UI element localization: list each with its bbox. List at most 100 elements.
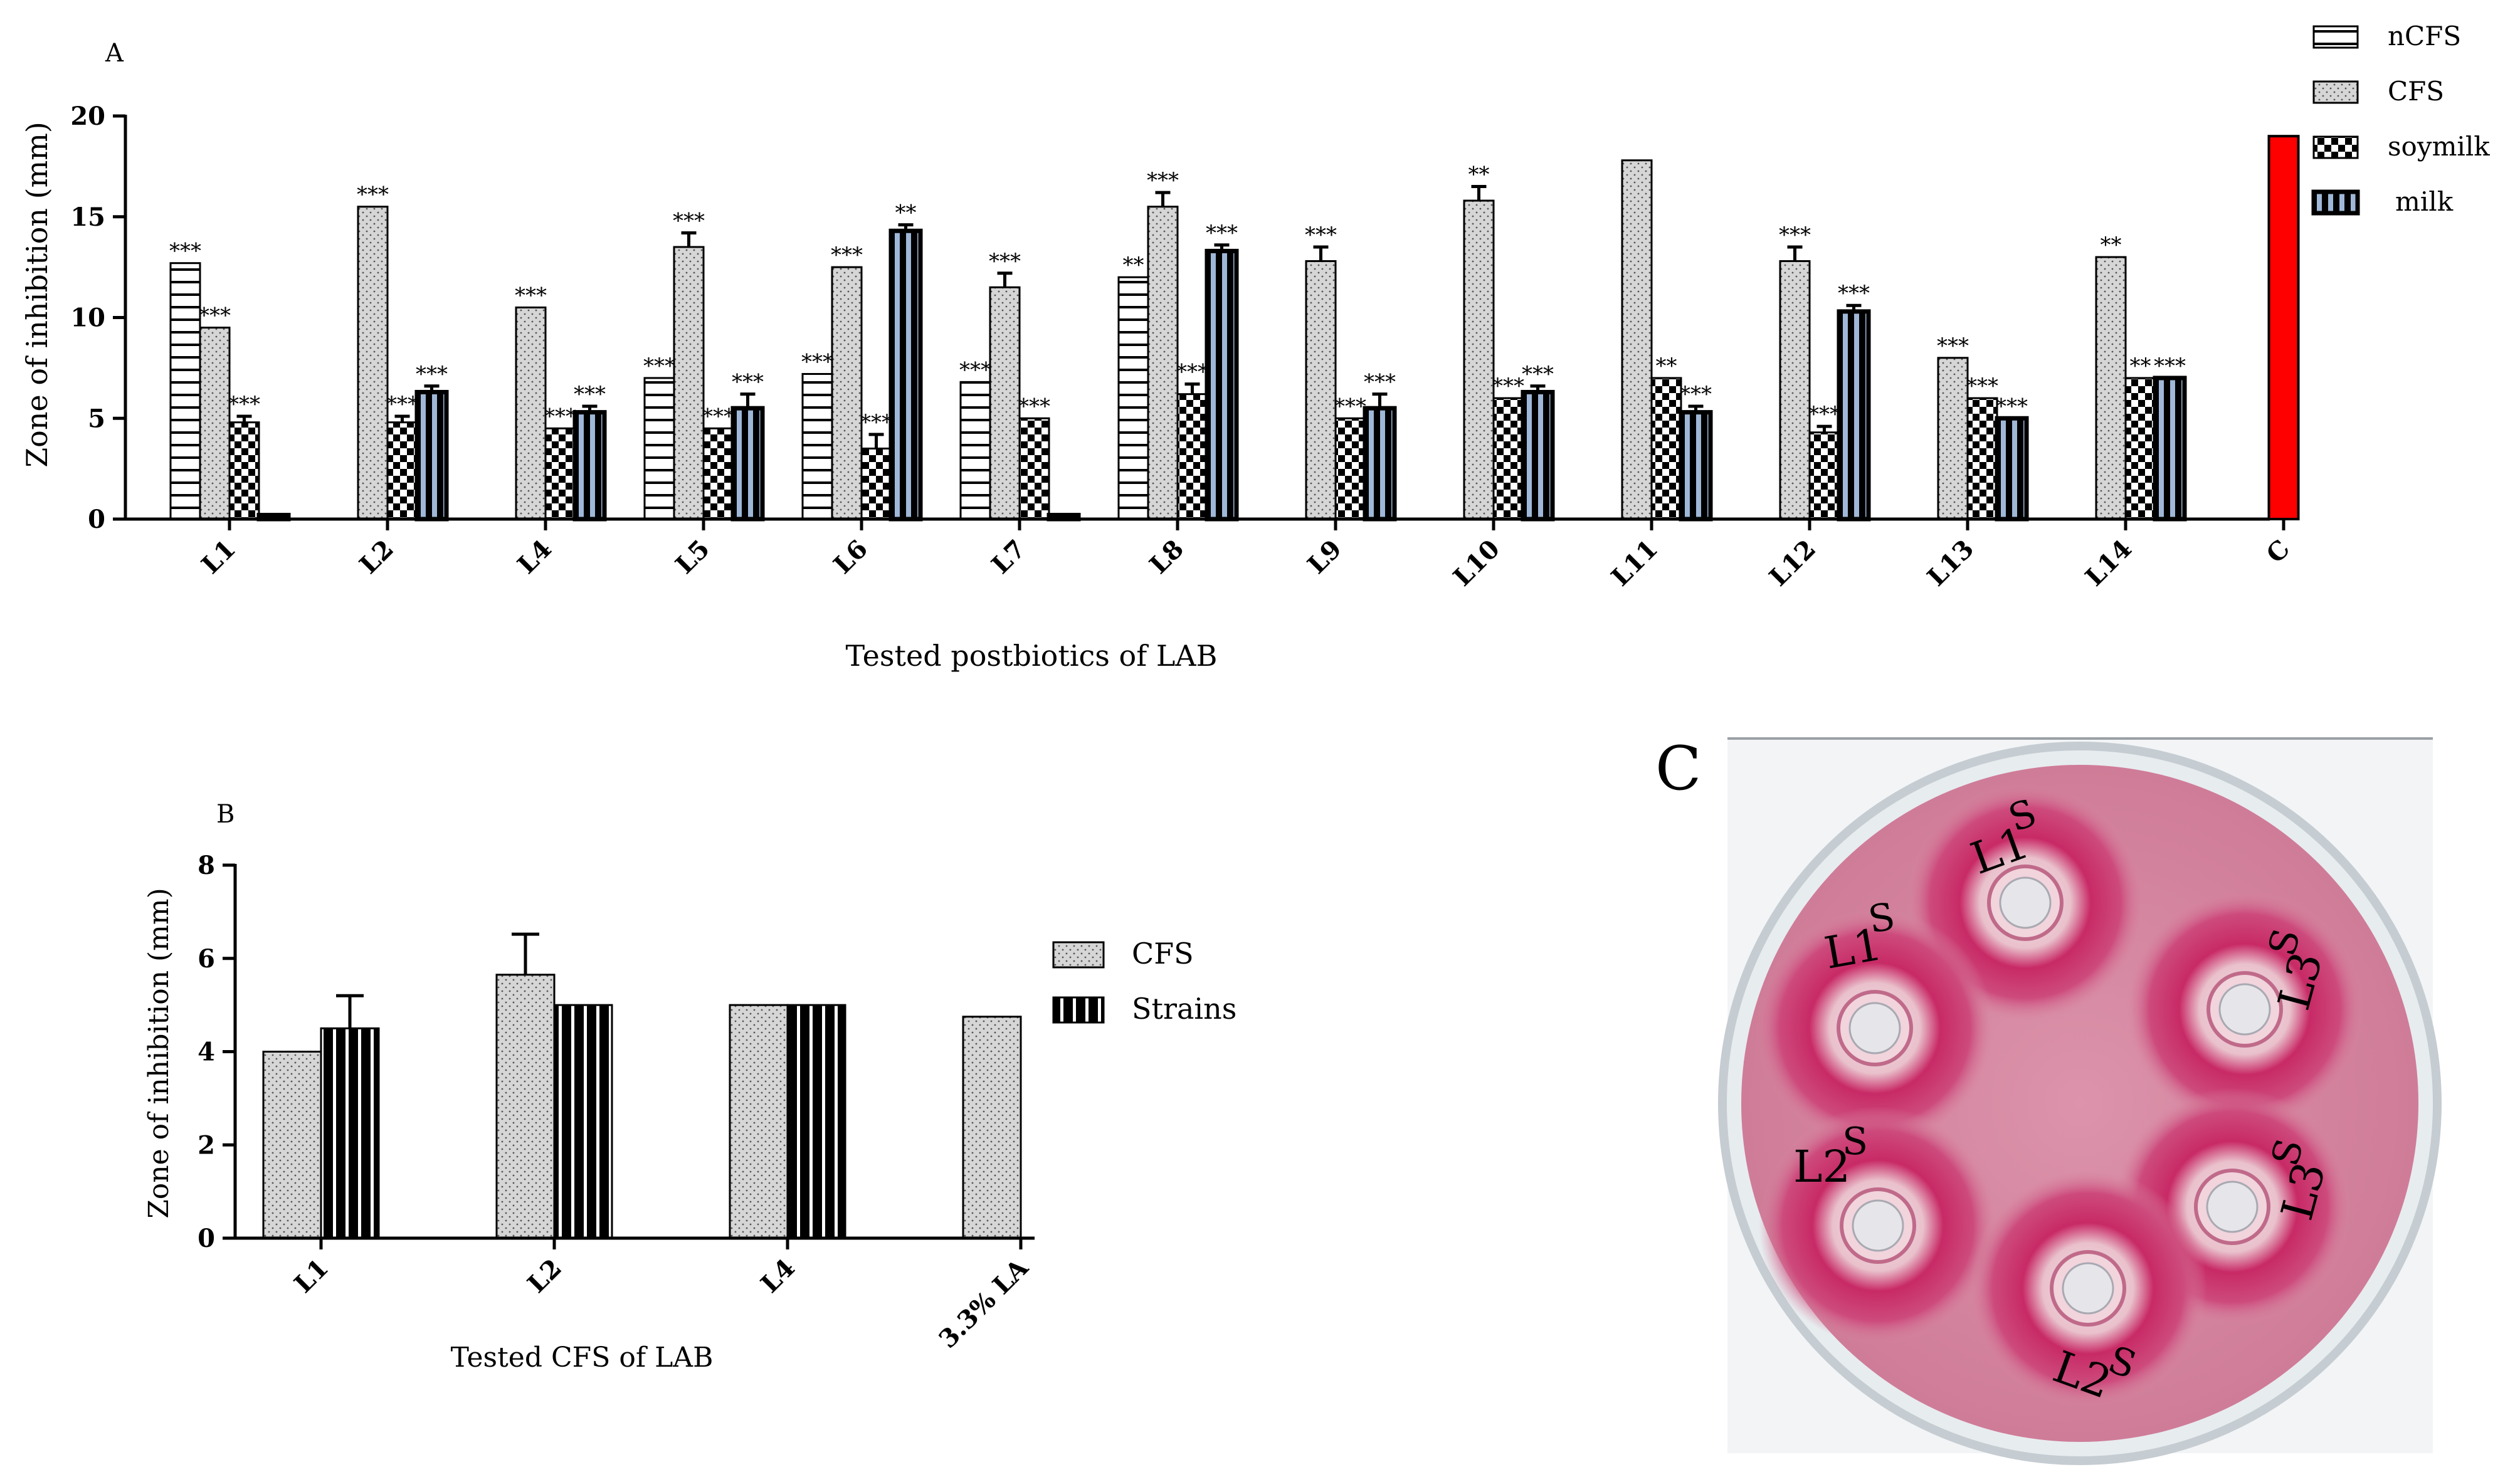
y-tick-label: 0	[88, 505, 105, 534]
panel-label-c: C	[1655, 733, 1702, 804]
well-label-superscript: S	[1842, 1120, 1868, 1164]
bar-CFS	[1937, 357, 1969, 520]
bar-nCFS	[169, 262, 201, 520]
significance-label: ***	[1996, 394, 2028, 419]
significance-label: **	[895, 201, 917, 226]
legend-swatch-milk	[2311, 189, 2360, 216]
x-tick-label: L2	[354, 534, 399, 580]
well-center	[2062, 1262, 2114, 1315]
bar-milk	[1679, 410, 1713, 522]
significance-label: ***	[199, 303, 231, 329]
chart-b-x-axis: L1 L2 L4 3.3% LA	[235, 1236, 1035, 1354]
significance-label: ***	[1680, 382, 1712, 407]
well-center	[2206, 1180, 2259, 1233]
bar-CFS	[199, 327, 231, 520]
bar-CFS	[1463, 199, 1495, 520]
x-tick-label: L4	[512, 534, 557, 580]
well-center	[1852, 1199, 1904, 1252]
significance-label: ***	[801, 350, 833, 375]
significance-label: ***	[1838, 281, 1870, 306]
bar-soymilk	[1176, 393, 1208, 520]
well-label: L1	[1821, 918, 1886, 979]
chart-b-legend: CFS Strains	[1052, 937, 1236, 1026]
bar-CFS	[357, 206, 389, 520]
bar-milk	[414, 389, 449, 522]
bar-soymilk	[1808, 431, 1840, 520]
significance-label: ***	[228, 392, 260, 417]
significance-label: ***	[169, 239, 201, 264]
x-tick-label: L14	[2080, 534, 2138, 592]
bar-soymilk	[228, 421, 260, 520]
y-tick-label: 20	[70, 102, 105, 131]
x-tick-label: L7	[986, 534, 1031, 580]
bar-CFS	[1779, 260, 1811, 520]
significance-label: ***	[2154, 354, 2186, 379]
x-tick-label: L1	[196, 534, 241, 580]
significance-label: ***	[574, 382, 606, 407]
significance-label: ***	[1492, 374, 1524, 399]
bar-milk	[1995, 416, 2029, 522]
x-tick-label: L8	[1144, 534, 1189, 580]
significance-label: ***	[1018, 394, 1050, 419]
significance-label: ***	[1522, 362, 1554, 387]
chart-a-x-axis: L1 L2 L4 L5 L6 L7 L8 L9 L10 L11 L12 L13 L14 C	[125, 517, 2296, 592]
bar-Strains	[553, 1004, 613, 1239]
significance-label: ***	[959, 357, 991, 382]
significance-label: **	[1468, 162, 1490, 187]
significance-label: **	[1656, 354, 1677, 379]
chart-b: B Zone of inhibition (mm) 0 2 4 6 8 L1 L2 L4 3.…	[143, 800, 1236, 1374]
x-tick-label: 3.3% LA	[933, 1253, 1035, 1354]
x-tick-label: L9	[1302, 534, 1347, 580]
x-tick-label: L1	[288, 1253, 334, 1299]
legend-label-milk: milk	[2395, 186, 2454, 217]
bar-soymilk	[1966, 397, 1998, 520]
bar-soymilk	[1492, 397, 1524, 520]
well-center	[2218, 983, 2271, 1036]
bar-CFS	[1621, 159, 1653, 520]
legend-swatch-Strains	[1052, 996, 1105, 1024]
bar-CFS	[962, 1016, 1022, 1239]
chart-a-y-axis: 0 5 10 15 20	[70, 102, 127, 534]
significance-label: ***	[515, 283, 547, 308]
significance-label: ***	[831, 243, 863, 268]
significance-label: ***	[1147, 168, 1179, 193]
legend-swatch-soymilk	[2312, 135, 2359, 159]
significance-label: ***	[1937, 334, 1969, 359]
bar-Strains	[786, 1004, 846, 1239]
x-tick-label: L6	[828, 534, 873, 580]
bar-soymilk	[1018, 417, 1050, 520]
significance-label: ***	[1176, 360, 1208, 385]
significance-label: ***	[1966, 374, 1998, 399]
bar-milk	[572, 410, 607, 522]
y-tick-label: 8	[198, 851, 215, 880]
bar-CFS	[989, 286, 1021, 520]
bar-CFS	[495, 974, 556, 1239]
bar-soymilk	[860, 447, 892, 520]
significance-label: ***	[1305, 223, 1337, 248]
significance-label: ***	[989, 249, 1021, 274]
chart-a-ylabel: Zone of inhibition (mm)	[20, 122, 54, 468]
bar-CFS	[673, 246, 705, 520]
y-tick-label: 4	[198, 1038, 215, 1067]
chart-b-y-axis: 0 2 4 6 8	[198, 851, 237, 1253]
significance-label: **	[2130, 354, 2151, 379]
significance-label: ***	[1334, 394, 1366, 419]
y-tick-label: 0	[198, 1224, 215, 1253]
x-tick-label: L10	[1448, 534, 1505, 592]
significance-label: ***	[386, 392, 418, 417]
bar-soymilk	[702, 427, 734, 520]
chart-b-xlabel: Tested CFS of LAB	[451, 1342, 714, 1374]
bar-milk	[1521, 389, 1555, 522]
bar-control	[2267, 135, 2300, 520]
bar-nCFS	[643, 377, 675, 520]
bar-nCFS	[801, 373, 833, 520]
legend-label-nCFS: nCFS	[2388, 21, 2461, 51]
y-tick-label: 15	[70, 202, 105, 232]
bar-milk	[1205, 248, 1239, 522]
legend-label-soymilk: soymilk	[2388, 131, 2490, 162]
legend-swatch-CFS	[1052, 941, 1105, 969]
significance-label: ***	[643, 354, 675, 379]
bar-soymilk	[2124, 377, 2156, 520]
x-tick-label: L11	[1606, 534, 1663, 592]
